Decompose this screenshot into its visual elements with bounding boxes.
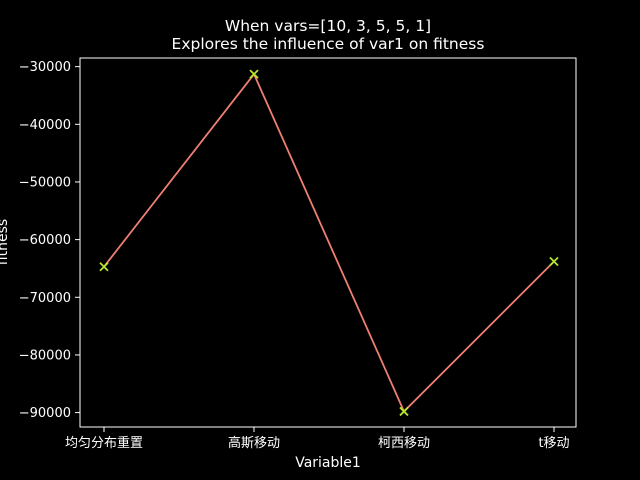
data-point-0 [99,262,109,272]
chart-subtitle: Explores the influence of var1 on fitnes… [172,35,485,53]
x-axis-label: Variable1 [295,455,361,471]
x-tick-label-0: 均匀分布重置 [65,435,143,451]
y-tick-label-1: −40000 [19,118,71,133]
y-tick-label-3: −60000 [19,233,71,248]
data-point-1 [249,69,259,79]
series-layer [103,72,555,413]
x-tick-label-3: t移动 [538,436,569,451]
series-line-0 [103,72,555,413]
data-point-2 [399,406,409,417]
y-axis-label: fitness [0,219,11,265]
x-axis: 均匀分布重置 高斯移动 柯西移动 t移动 [65,427,570,451]
x-tick-label-2: 柯西移动 [378,436,430,451]
data-point-3 [549,256,559,267]
y-tick-label-0: −30000 [19,60,71,75]
y-tick-label-2: −50000 [19,175,71,190]
y-axis: −30000 −40000 −50000 −60000 −70000 −80000 −900… [19,60,80,421]
y-tick-label-6: −90000 [19,406,71,421]
y-tick-label-5: −80000 [19,348,71,363]
marker-layer [99,69,559,417]
plot-area-frame [79,57,577,428]
y-tick-label-4: −70000 [19,291,71,306]
chart-title: When vars=[10, 3, 5, 5, 1] [225,17,431,35]
x-tick-label-1: 高斯移动 [228,435,280,451]
